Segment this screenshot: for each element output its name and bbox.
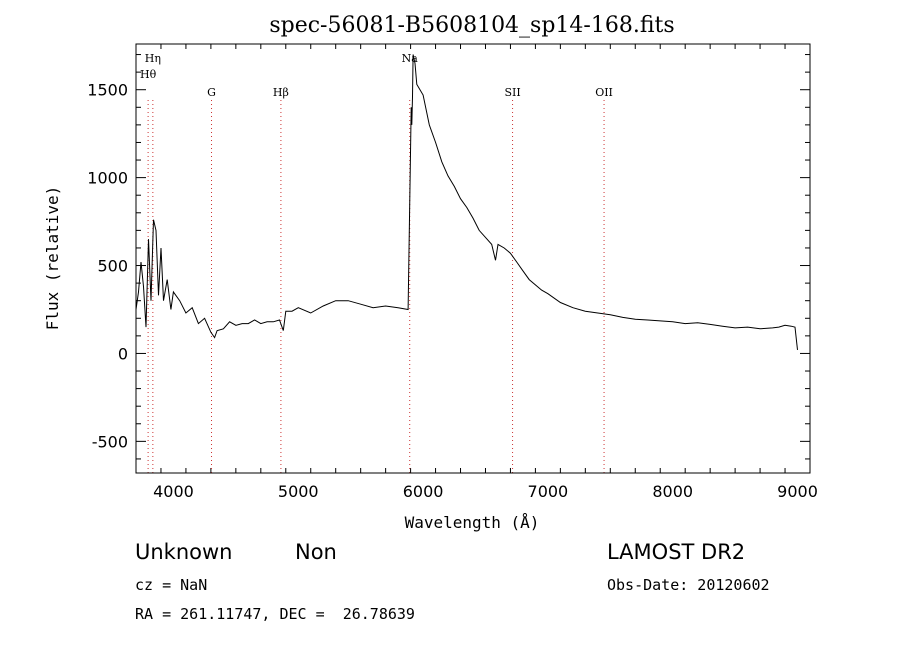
axis-ticks: 4000 5000 6000 7000 8000 9000 -500 0 500 1000 1500 [87, 44, 818, 501]
redshift-value: cz = NaN [135, 576, 208, 594]
spectral-line-markers: Hη Hθ G Hβ Na SII OII [140, 52, 613, 473]
spectrum-line [135, 54, 798, 350]
x-tick-label: 6000 [403, 482, 444, 501]
x-tick-label: 5000 [278, 482, 319, 501]
y-tick-label: 1500 [87, 81, 128, 100]
observation-date: Obs-Date: 20120602 [607, 576, 770, 594]
coordinates: RA = 261.11747, DEC = 26.78639 [135, 605, 415, 623]
spectral-line-label: Hβ [273, 86, 289, 99]
chart-title: spec-56081-B5608104_sp14-168.fits [269, 13, 674, 38]
object-subclass: Non [295, 540, 337, 564]
spectral-line-label: Na [402, 52, 419, 65]
y-axis-label: Flux (relative) [43, 186, 62, 331]
survey-name: LAMOST DR2 [607, 540, 746, 564]
spectral-line-label: SII [504, 86, 520, 99]
y-tick-label: 500 [97, 257, 128, 276]
y-tick-label: 1000 [87, 169, 128, 188]
object-class: Unknown [135, 540, 233, 564]
x-tick-label: 4000 [153, 482, 194, 501]
plot-frame [135, 43, 811, 474]
y-tick-label: 0 [118, 344, 128, 363]
spectral-line-label: Hη [145, 52, 161, 65]
x-axis-label: Wavelength (Å) [405, 513, 540, 532]
x-tick-label: 8000 [652, 482, 693, 501]
spectral-line-label: Hθ [140, 68, 157, 81]
y-tick-label: -500 [92, 432, 128, 451]
x-tick-label: 7000 [528, 482, 569, 501]
spectral-line-label: OII [595, 86, 613, 99]
x-tick-label: 9000 [777, 482, 818, 501]
spectral-line-label: G [207, 86, 216, 99]
